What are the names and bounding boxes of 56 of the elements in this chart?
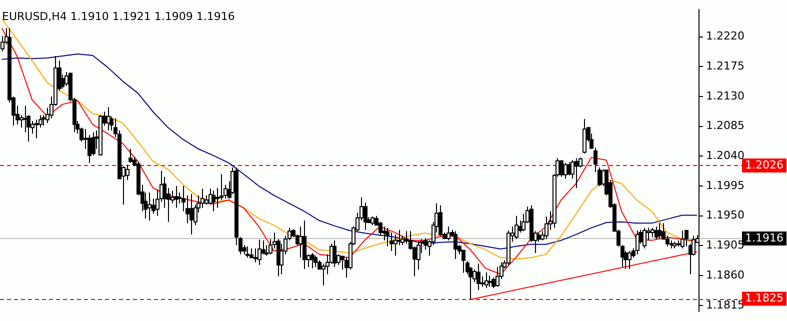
candlestick [148,192,152,222]
chart-title: EURUSD,H4 1.1910 1.1921 1.1909 1.1916 [2,10,235,23]
candlestick [190,193,194,235]
y-tick-label: 1.2040 [706,149,744,162]
candlestick [200,188,204,208]
candlestick [642,227,646,249]
candlestick [476,263,480,291]
candlestick [254,248,258,263]
candlestick [332,240,336,268]
candlestick [560,160,564,178]
candlestick [298,226,302,258]
candlestick [390,232,394,252]
y-tick-label: 1.2085 [706,119,744,132]
candlestick [564,162,568,180]
candlestick [314,255,318,268]
candlestick [174,186,178,208]
y-tick-label: 1.2130 [706,89,744,102]
candlestick [128,148,132,164]
y-tick-label: 1.1905 [706,238,744,252]
ref-line-label: 1.1825 [745,292,784,305]
y-tick-label: 1.2220 [706,30,744,43]
candlestick [650,227,654,238]
candlestick [258,239,262,266]
candlestick [212,190,216,212]
candlestick [446,226,450,241]
y-tick-label: 1.1815 [706,298,744,312]
candlestick [574,158,578,189]
ref-line-label: 1.1916 [745,231,784,244]
candlestick [666,235,670,247]
candlestick [378,221,382,236]
y-tick-label: 1.2175 [706,60,744,73]
candlestick [386,227,390,247]
candlestick [302,220,306,270]
candlestick [658,222,662,240]
ref-line-label: 1.2026 [745,158,784,172]
y-tick-label: 1.1950 [706,208,744,222]
candlestick [680,230,684,249]
candlestick [462,249,466,274]
candlestick [34,119,38,139]
candlestick [484,272,488,289]
candlestick [246,246,250,258]
candlestick [582,118,586,154]
candlestick [628,250,632,270]
candlestick [496,266,500,288]
candlestick [42,114,46,126]
candlestick [514,215,518,240]
candlestick [394,234,398,256]
y-tick-label: 1.1995 [706,178,744,192]
candlestick [536,232,540,242]
candlestick [454,230,458,260]
candlestick [204,194,208,206]
candlestick [438,204,442,236]
candlestick [250,248,254,258]
candlestick [488,275,492,288]
y-tick-label: 1.1860 [706,268,744,282]
candlestick [126,164,130,181]
